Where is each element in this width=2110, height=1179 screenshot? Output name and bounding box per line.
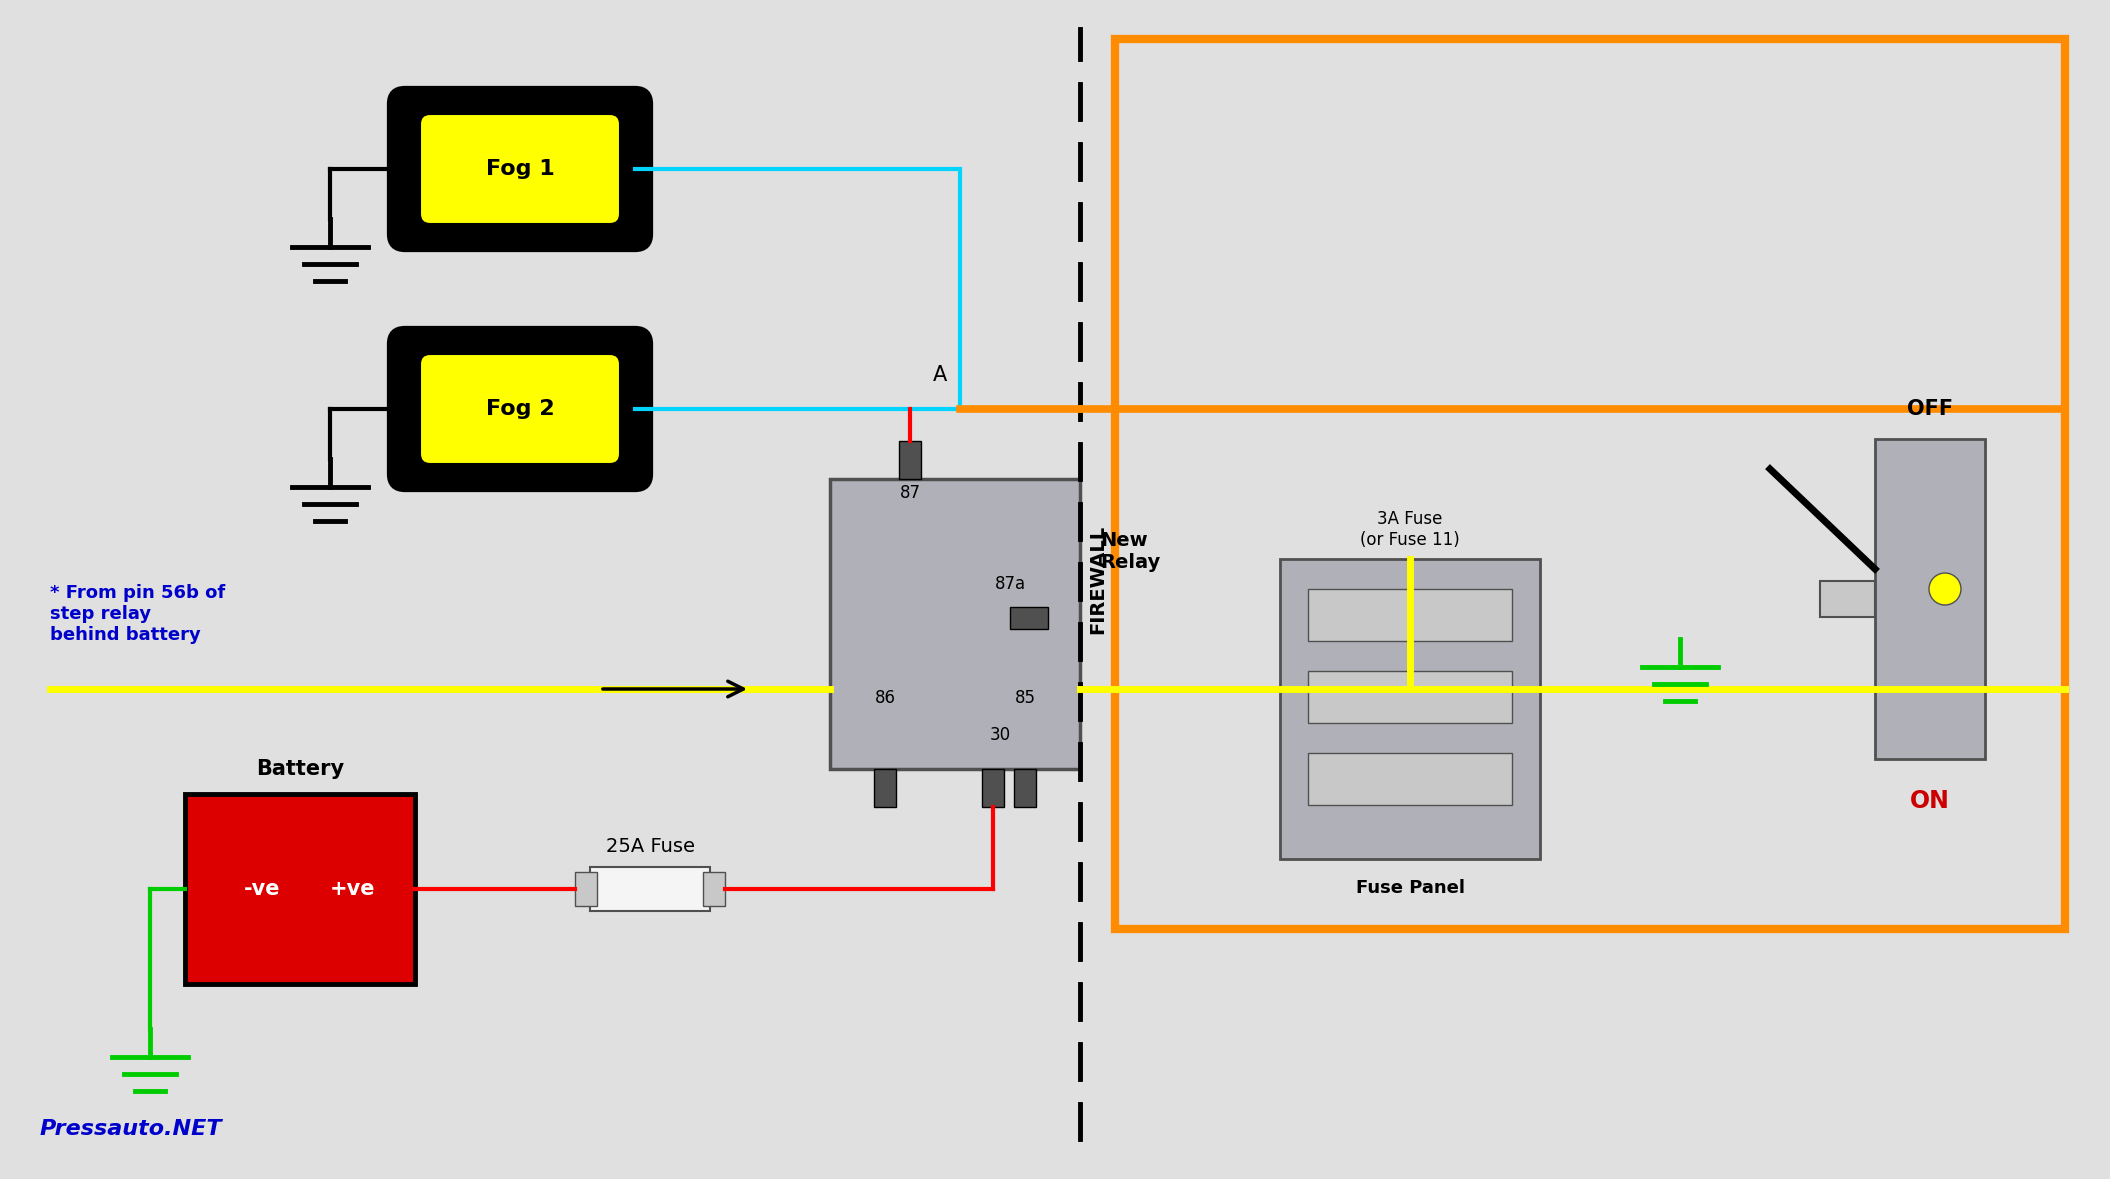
Text: Fog 1: Fog 1 xyxy=(485,159,555,179)
Text: 87: 87 xyxy=(899,485,920,502)
Bar xyxy=(591,867,709,911)
Ellipse shape xyxy=(1929,573,1960,605)
Text: Battery: Battery xyxy=(255,759,344,779)
Text: 85: 85 xyxy=(1015,689,1036,707)
Bar xyxy=(576,872,597,905)
FancyBboxPatch shape xyxy=(420,114,620,224)
Bar xyxy=(1308,671,1513,723)
Bar xyxy=(1308,753,1513,805)
Text: 87a: 87a xyxy=(994,575,1025,593)
Text: 86: 86 xyxy=(874,689,895,707)
Text: Fog 2: Fog 2 xyxy=(485,399,555,419)
Text: -ve: -ve xyxy=(245,880,281,900)
Text: Fuse Panel: Fuse Panel xyxy=(1355,880,1464,897)
Text: OFF: OFF xyxy=(1907,399,1954,419)
Text: New
Relay: New Relay xyxy=(1099,531,1160,572)
Bar xyxy=(1308,590,1513,641)
FancyBboxPatch shape xyxy=(390,88,650,249)
Bar xyxy=(1015,769,1036,806)
Bar xyxy=(829,479,1080,769)
Text: 3A Fuse
(or Fuse 11): 3A Fuse (or Fuse 11) xyxy=(1361,511,1460,549)
Bar xyxy=(1114,39,2066,929)
Bar xyxy=(1011,607,1049,630)
Text: ON: ON xyxy=(1910,789,1950,814)
Text: A: A xyxy=(933,365,947,386)
Text: FIREWALL: FIREWALL xyxy=(1089,525,1108,633)
Bar xyxy=(1281,559,1540,859)
Bar xyxy=(703,872,726,905)
Bar xyxy=(1821,581,1876,617)
Text: Pressauto.NET: Pressauto.NET xyxy=(40,1119,222,1139)
Text: 25A Fuse: 25A Fuse xyxy=(606,837,694,856)
Text: 30: 30 xyxy=(990,726,1011,744)
Bar xyxy=(899,441,920,479)
Bar xyxy=(874,769,897,806)
Text: * From pin 56b of
step relay
behind battery: * From pin 56b of step relay behind batt… xyxy=(51,585,226,644)
Bar xyxy=(1876,439,1986,759)
Bar xyxy=(186,793,416,984)
Bar xyxy=(981,769,1004,806)
Text: +ve: +ve xyxy=(329,880,376,900)
FancyBboxPatch shape xyxy=(390,329,650,489)
FancyBboxPatch shape xyxy=(420,354,620,465)
